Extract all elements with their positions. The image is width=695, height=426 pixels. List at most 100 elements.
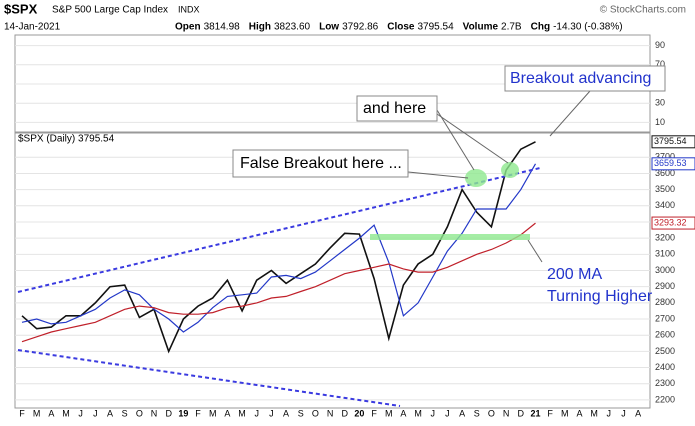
symbol: $SPX xyxy=(4,1,38,16)
grid: 1030507090220023002400250026002700280029… xyxy=(15,40,675,418)
x-tick-label: A xyxy=(459,408,465,418)
x-tick-label: D xyxy=(165,408,172,418)
y-tick-label: 2800 xyxy=(655,297,675,307)
y-tick-label: 2200 xyxy=(655,394,675,404)
x-tick-label: N xyxy=(151,408,158,418)
x-tick-label: F xyxy=(19,408,25,418)
last-value-box xyxy=(651,135,695,149)
y-tick-label: 2300 xyxy=(655,378,675,388)
x-tick-label: J xyxy=(431,408,436,418)
series-line xyxy=(21,141,536,354)
annotation: Turning Higher xyxy=(547,288,653,305)
y-tick-label: 90 xyxy=(655,40,665,50)
last-value-label: 3659.53 xyxy=(654,158,687,168)
x-tick-label: F xyxy=(195,408,201,418)
x-tick-label: A xyxy=(283,408,289,418)
y-tick-label: 10 xyxy=(655,117,665,127)
x-tick-label: M xyxy=(385,408,393,418)
x-tick-label: A xyxy=(224,408,230,418)
last-value-label: 3293.32 xyxy=(654,217,687,227)
y-tick-label: 3500 xyxy=(655,184,675,194)
quote-row: Open 3814.98 High 3823.60 Low 3792.86 Close 379… xyxy=(175,22,623,33)
annotation: and here xyxy=(363,100,426,117)
quote-value: 3823.60 xyxy=(274,22,311,33)
last-value-label: 3795.54 xyxy=(654,136,687,146)
date: 14-Jan-2021 xyxy=(4,22,61,33)
series-line xyxy=(21,163,537,333)
x-tick-label: M xyxy=(414,408,422,418)
y-tick-label: 3100 xyxy=(655,249,675,259)
y-tick-label: 3400 xyxy=(655,200,675,210)
x-tick-label: M xyxy=(62,408,70,418)
annotation-box xyxy=(504,65,666,92)
x-tick-label: S xyxy=(474,408,480,418)
x-tick-label: 19 xyxy=(178,408,188,418)
arrow xyxy=(407,171,469,179)
y-tick-label: 3700 xyxy=(655,152,675,162)
x-tick-label: 21 xyxy=(530,408,540,418)
x-tick-label: F xyxy=(371,408,377,418)
x-tick-label: A xyxy=(48,408,54,418)
y-tick-label: 30 xyxy=(655,98,665,108)
highlight xyxy=(501,162,519,178)
y-tick-label: 3600 xyxy=(655,168,675,178)
highlight xyxy=(465,169,487,187)
x-tick-label: F xyxy=(547,408,553,418)
x-tick-label: N xyxy=(503,408,510,418)
last-value-box xyxy=(651,157,695,171)
exchange: INDX xyxy=(178,4,200,14)
x-tick-label: J xyxy=(93,408,98,418)
y-tick-label: 70 xyxy=(655,59,665,69)
x-tick-label: J xyxy=(78,408,83,418)
index-name: S&P 500 Large Cap Index xyxy=(52,5,168,16)
x-tick-label: N xyxy=(327,408,334,418)
quote-value: 2.7B xyxy=(501,22,522,33)
quote-value: 3814.98 xyxy=(204,22,241,33)
quote-label: Volume xyxy=(463,22,499,33)
y-tick-label: 2700 xyxy=(655,313,675,323)
x-tick-label: J xyxy=(269,408,274,418)
source: © StockCharts.com xyxy=(600,5,686,16)
x-tick-label: A xyxy=(576,408,582,418)
quote-value: -14.30 (-0.38%) xyxy=(553,22,622,33)
annotation: 200 MA xyxy=(547,266,602,283)
quote-label: Close xyxy=(387,22,415,33)
x-tick-label: J xyxy=(621,408,626,418)
support-band xyxy=(370,234,530,240)
x-tick-label: M xyxy=(590,408,598,418)
x-tick-label: O xyxy=(136,408,143,418)
y-tick-label: 2900 xyxy=(655,281,675,291)
last-value-box xyxy=(651,216,695,230)
x-tick-label: D xyxy=(518,408,525,418)
upper-trendline xyxy=(17,167,541,293)
x-tick-label: M xyxy=(209,408,217,418)
y-tick-label: 3000 xyxy=(655,265,675,275)
series: 3795.54 3659.53 3293.32 xyxy=(21,135,695,354)
quote-label: High xyxy=(249,22,271,33)
series-line xyxy=(21,222,536,343)
y-tick-label: 2500 xyxy=(655,346,675,356)
arrow xyxy=(549,90,591,137)
quote-label: Low xyxy=(319,22,339,33)
arrow xyxy=(436,109,475,171)
x-tick-label: O xyxy=(312,408,319,418)
lower-trendline xyxy=(17,349,401,407)
legend-label: $SPX (Daily) 3795.54 xyxy=(18,134,115,145)
x-tick-label: D xyxy=(341,408,348,418)
annotation-box xyxy=(232,149,409,178)
y-tick-label: 3200 xyxy=(655,233,675,243)
x-tick-label: J xyxy=(254,408,259,418)
x-tick-label: A xyxy=(400,408,406,418)
x-tick-label: 20 xyxy=(354,408,364,418)
arrow xyxy=(527,239,543,263)
quote-label: Open xyxy=(175,22,201,33)
quote-value: 3792.86 xyxy=(342,22,379,33)
annotation-box xyxy=(356,95,438,122)
annotation: False Breakout here ... xyxy=(240,155,402,172)
x-tick-label: S xyxy=(122,408,128,418)
x-tick-label: J xyxy=(607,408,612,418)
quote-value: 3795.54 xyxy=(417,22,454,33)
x-tick-label: O xyxy=(488,408,495,418)
